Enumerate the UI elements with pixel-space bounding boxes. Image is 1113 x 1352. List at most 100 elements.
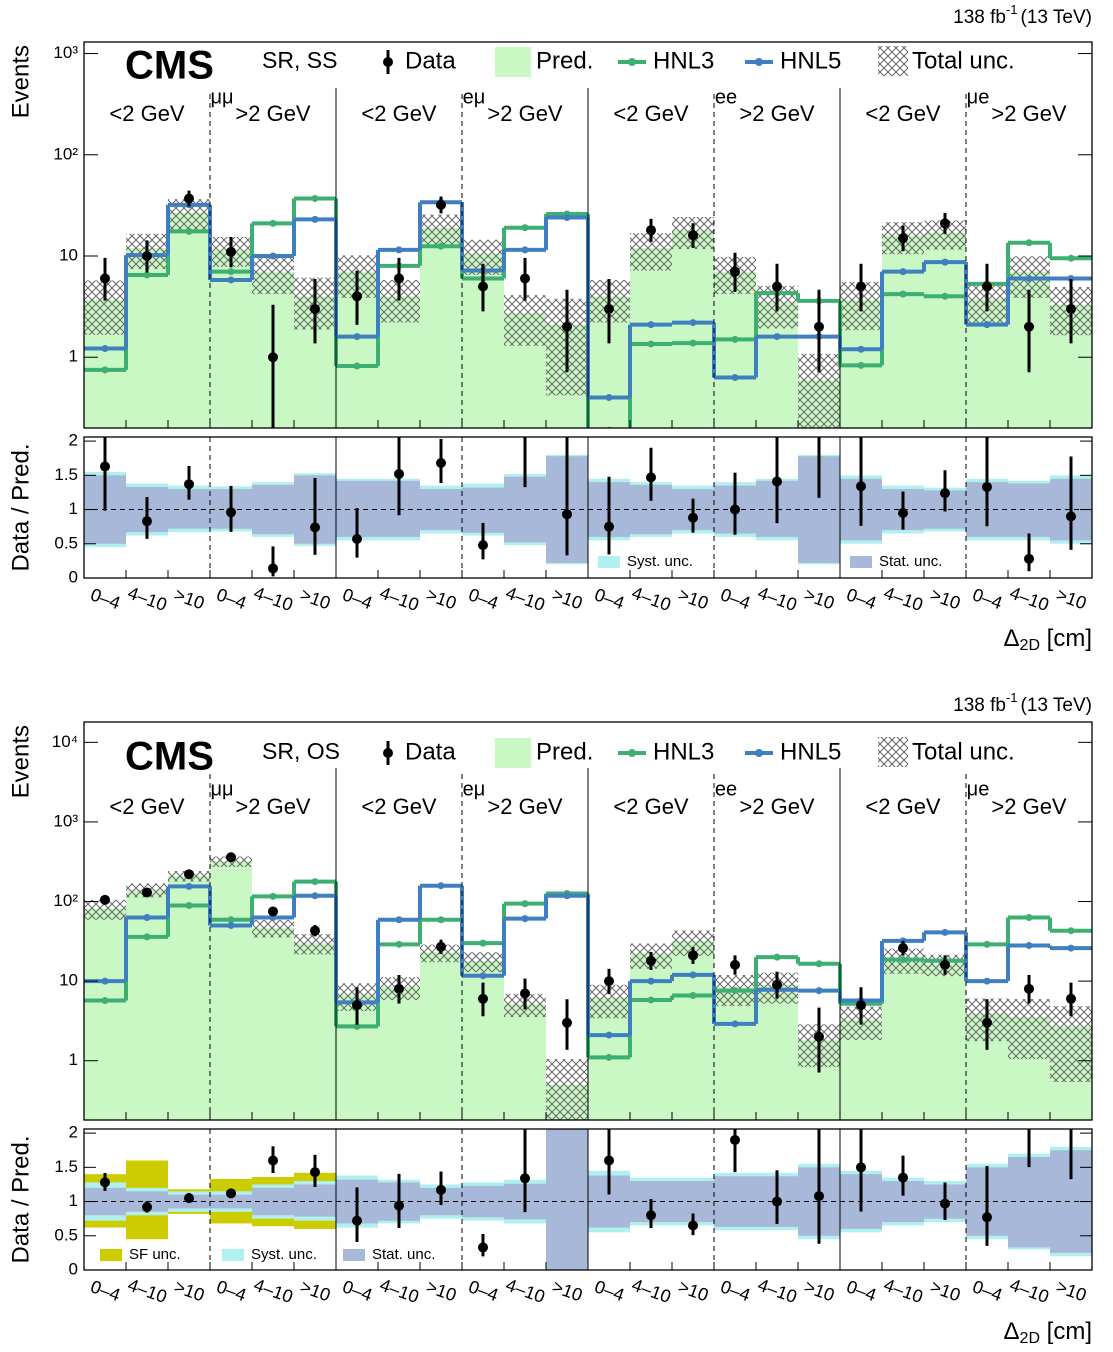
data-point (940, 959, 950, 970)
data-point (814, 321, 824, 332)
ratio-point (268, 1155, 278, 1166)
hnl-marker (899, 290, 907, 298)
legend-marker (628, 58, 636, 66)
ratio-band (294, 1184, 336, 1217)
channel-label: μμ (210, 778, 233, 800)
x-tick-label: 0–4 (88, 584, 123, 613)
ratio-point (310, 1167, 320, 1178)
hnl-marker (857, 361, 865, 369)
hnl-marker (521, 224, 529, 232)
hnl-marker (437, 882, 445, 890)
data-point (856, 281, 866, 292)
mass-label: <2 GeV (109, 101, 185, 126)
hnl-marker (1067, 927, 1075, 935)
data-point (814, 1031, 824, 1042)
mass-label: <2 GeV (361, 101, 437, 126)
hnl-marker (143, 271, 151, 279)
hnl-marker (1067, 944, 1075, 952)
lumi-exponent: -1 (1006, 2, 1018, 17)
ratio-point (478, 540, 488, 551)
x-tick-label: 0–4 (844, 584, 879, 613)
hnl-marker (1025, 239, 1033, 247)
data-point (772, 281, 782, 292)
legend-pred-swatch (495, 47, 531, 77)
hnl-marker (395, 940, 403, 948)
data-point (730, 959, 740, 970)
hnl-marker (143, 913, 151, 921)
y-tick-label: 10² (53, 144, 78, 163)
ratio-point (142, 516, 152, 527)
x-tick-label: >10 (298, 1276, 334, 1305)
ratio-point (226, 1188, 236, 1199)
x-tick-label: >10 (928, 1276, 964, 1305)
ratio-point (310, 522, 320, 533)
x-tick-label: >10 (1054, 584, 1090, 613)
hnl-marker (227, 268, 235, 276)
x-axis-subscript: 2D (1020, 637, 1040, 654)
data-point (394, 273, 404, 284)
hnl-marker (1025, 274, 1033, 282)
data-point (520, 988, 530, 999)
x-tick-label: 4–10 (251, 1275, 295, 1307)
data-point (940, 218, 950, 229)
x-tick-label: 4–10 (755, 1275, 799, 1307)
hnl-marker (689, 319, 697, 327)
hnl-marker (311, 194, 319, 202)
total-unc (1008, 999, 1050, 1060)
data-point (436, 941, 446, 952)
x-tick-label: 0–4 (844, 1276, 879, 1305)
ratio-legend-label: Syst. unc. (251, 1246, 317, 1263)
ratio-legend-label: Syst. unc. (627, 553, 693, 570)
pred-bar (714, 271, 756, 428)
data-point (856, 1000, 866, 1011)
data-point (184, 869, 194, 880)
ratio-point (646, 472, 656, 483)
y-tick-label: 10³ (53, 43, 78, 62)
hnl-marker (185, 882, 193, 890)
ratio-frame (83, 1128, 1093, 1271)
ratio-point (436, 1184, 446, 1195)
channel-label: ee (715, 778, 737, 800)
legend-label: Total unc. (912, 738, 1015, 765)
x-tick-label: >10 (928, 584, 964, 613)
x-tick-label: 0–4 (214, 1276, 249, 1305)
x-tick-label: >10 (802, 1276, 838, 1305)
hnl-marker (101, 366, 109, 374)
data-point (730, 266, 740, 277)
legend-marker (755, 58, 763, 66)
x-tick-label: 4–10 (251, 583, 295, 615)
hnl-marker (1067, 254, 1075, 262)
hnl-marker (605, 1031, 613, 1039)
hnl-marker (647, 977, 655, 985)
y-axis-title: Events (7, 725, 34, 798)
hnl-marker (101, 977, 109, 985)
total-unc (252, 919, 294, 938)
total-unc (504, 295, 546, 346)
data-point (100, 894, 110, 905)
ratio-y-tick-label: 2 (69, 1123, 78, 1142)
x-tick-label: 4–10 (629, 1275, 673, 1307)
x-tick-label: 0–4 (340, 584, 375, 613)
y-tick-label: 10² (53, 891, 78, 910)
hnl-marker (647, 340, 655, 348)
x-tick-label: 0–4 (466, 1276, 501, 1305)
ratio-legend-swatch (850, 556, 872, 568)
ratio-axis-title: Data / Pred. (7, 1135, 34, 1263)
x-tick-label: >10 (676, 1276, 712, 1305)
hnl-marker (773, 333, 781, 341)
x-tick-label: 0–4 (718, 584, 753, 613)
region-label: SR, SS (262, 47, 337, 73)
legend-label: HNL3 (653, 47, 714, 74)
pred-bar (294, 943, 336, 1120)
legend-label: Data (405, 738, 456, 765)
hnl-marker (311, 215, 319, 223)
ratio-point (688, 1220, 698, 1231)
data-point (772, 979, 782, 990)
hnl-marker (731, 374, 739, 382)
ratio-point (856, 481, 866, 492)
mass-label: >2 GeV (991, 794, 1067, 819)
legend-label: Pred. (536, 738, 593, 765)
x-axis-subscript: 2D (1020, 1330, 1040, 1347)
ratio-point (100, 1177, 110, 1188)
